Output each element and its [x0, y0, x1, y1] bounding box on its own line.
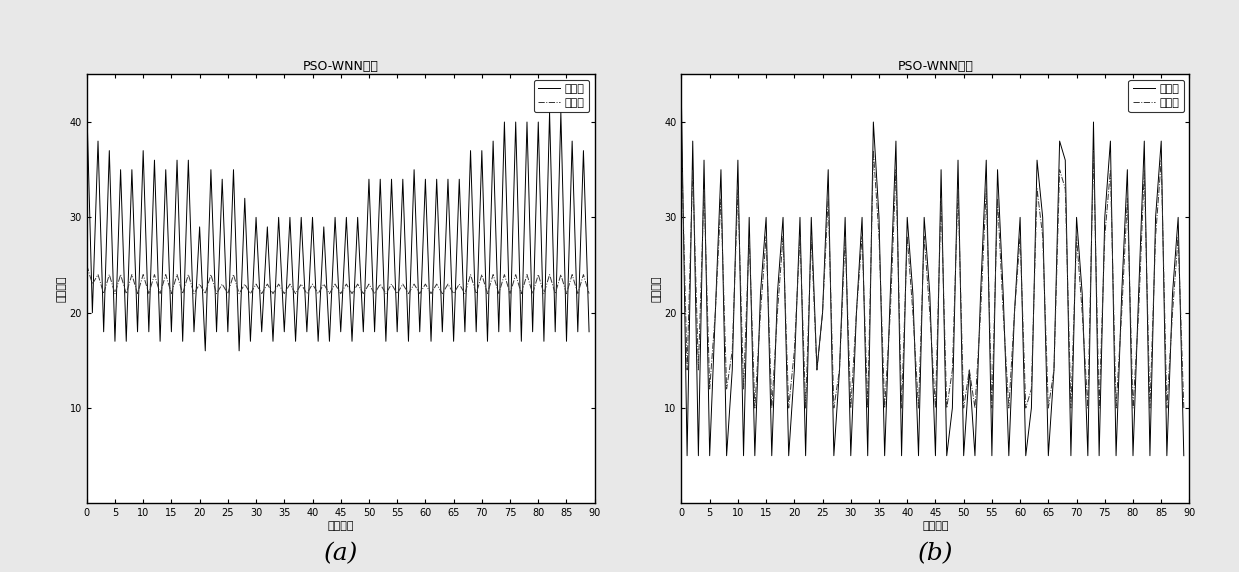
预测值	[581, 290, 596, 297]
实测值	[1160, 452, 1175, 459]
预测值	[79, 261, 94, 268]
预测值	[742, 233, 757, 240]
Text: (a): (a)	[323, 543, 358, 566]
Y-axis label: 停车位数: 停车位数	[652, 276, 662, 302]
Line: 预测值: 预测值	[87, 265, 589, 293]
实测值	[1030, 157, 1044, 164]
预测值	[503, 290, 518, 297]
实测值	[514, 338, 529, 345]
预测值	[152, 290, 167, 297]
实测值	[680, 452, 695, 459]
实测值	[833, 367, 847, 374]
Text: (b): (b)	[918, 543, 953, 566]
预测值	[514, 290, 529, 297]
Title: PSO-WNN预测: PSO-WNN预测	[302, 60, 379, 73]
实测值	[581, 328, 596, 335]
预测值	[238, 281, 253, 288]
实测值	[238, 195, 253, 202]
预测值	[1098, 233, 1113, 240]
实测值	[198, 347, 213, 354]
预测值	[1176, 404, 1191, 411]
预测值	[565, 271, 580, 278]
预测值	[1160, 404, 1175, 411]
预测值	[435, 290, 450, 297]
Y-axis label: 停车位数: 停车位数	[57, 276, 67, 302]
实测值	[503, 328, 518, 335]
实测值	[747, 452, 762, 459]
实测值	[674, 100, 689, 106]
实测值	[1109, 452, 1124, 459]
X-axis label: 时间间隔: 时间间隔	[327, 521, 354, 531]
Line: 预测值: 预测值	[681, 141, 1183, 408]
实测值	[147, 157, 162, 164]
X-axis label: 时间间隔: 时间间隔	[922, 521, 949, 531]
预测值	[1109, 404, 1124, 411]
实测值	[435, 328, 450, 335]
Legend: 实测值, 预测值: 实测值, 预测值	[534, 80, 590, 112]
实测值	[1176, 452, 1191, 459]
预测值	[674, 138, 689, 145]
预测值	[97, 290, 112, 297]
预测值	[1030, 185, 1044, 192]
Legend: 实测值, 预测值: 实测值, 预测值	[1129, 80, 1184, 112]
Title: PSO-WNN预测: PSO-WNN预测	[897, 60, 974, 73]
实测值	[565, 138, 580, 145]
实测值	[1098, 214, 1113, 221]
实测值	[79, 100, 94, 106]
预测值	[833, 367, 847, 374]
Line: 实测值: 实测值	[87, 103, 589, 351]
预测值	[747, 404, 762, 411]
Line: 实测值: 实测值	[681, 103, 1183, 456]
